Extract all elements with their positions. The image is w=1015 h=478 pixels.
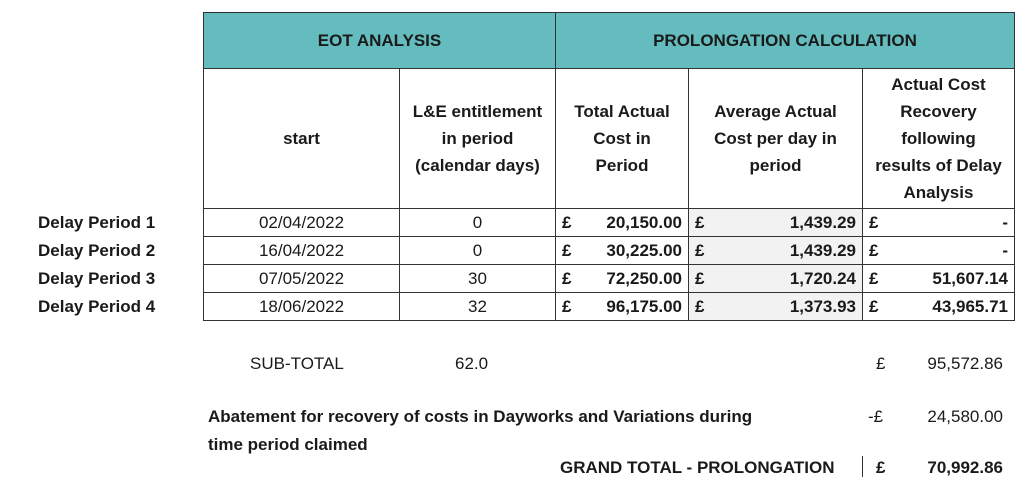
days-cell: 32 xyxy=(399,292,556,321)
recovery-value: - xyxy=(1002,240,1008,260)
average-cost-value: 1,720.24 xyxy=(789,268,856,288)
recovery-cell: £ - xyxy=(862,208,1015,237)
col-header-line: Actual Cost xyxy=(891,75,986,94)
col-header-line: Cost per day in xyxy=(714,129,837,148)
grand-total-divider xyxy=(862,456,863,477)
start-date-cell: 02/04/2022 xyxy=(203,208,400,237)
currency-symbol: £ xyxy=(562,240,572,260)
col-header-line: following xyxy=(901,129,976,148)
subtotal-currency: £ xyxy=(876,354,886,373)
currency-symbol: £ xyxy=(562,296,572,316)
col-header-line: results of Delay xyxy=(875,156,1002,175)
eot-analysis-title: EOT ANALYSIS xyxy=(317,30,442,50)
col-header-total-cost: Total Actual Cost in Period xyxy=(555,68,689,209)
total-cost-cell: £ 30,225.00 xyxy=(555,236,689,265)
recovery-value: 43,965.71 xyxy=(932,296,1008,316)
start-date-cell: 07/05/2022 xyxy=(203,264,400,293)
subtotal-label: SUB-TOTAL xyxy=(250,354,344,373)
days-cell: 30 xyxy=(399,264,556,293)
abatement-text-line1: Abatement for recovery of costs in Daywo… xyxy=(208,407,753,426)
recovery-value: - xyxy=(1002,212,1008,232)
currency-symbol: £ xyxy=(869,268,879,288)
subtotal-days: 62.0 xyxy=(455,354,489,373)
col-header-line: (calendar days) xyxy=(415,156,540,175)
col-header-entitlement: L&E entitlement in period (calendar days… xyxy=(399,68,556,209)
row-label: Delay Period 3 xyxy=(38,269,156,288)
abatement-value: 24,580.00 xyxy=(927,407,1003,426)
total-cost-value: 20,150.00 xyxy=(606,212,682,232)
average-cost-cell: £ 1,439.29 xyxy=(688,208,863,237)
average-cost-cell: £ 1,373.93 xyxy=(688,292,863,321)
days-cell: 0 xyxy=(399,236,556,265)
currency-symbol: £ xyxy=(869,212,879,232)
row-label: Delay Period 2 xyxy=(38,241,156,260)
subtotal-value: 95,572.86 xyxy=(927,354,1003,373)
start-date-cell: 16/04/2022 xyxy=(203,236,400,265)
col-header-line: start xyxy=(283,129,320,148)
abatement-text-line2: time period claimed xyxy=(208,435,368,454)
currency-symbol: £ xyxy=(695,212,705,232)
eot-analysis-header: EOT ANALYSIS xyxy=(203,12,556,69)
start-date-cell: 18/06/2022 xyxy=(203,292,400,321)
currency-symbol: £ xyxy=(869,296,879,316)
col-header-line: period xyxy=(749,156,802,175)
average-cost-cell: £ 1,439.29 xyxy=(688,236,863,265)
recovery-value: 51,607.14 xyxy=(932,268,1008,288)
col-header-line: Analysis xyxy=(903,183,974,202)
col-header-recovery: Actual Cost Recovery following results o… xyxy=(862,68,1015,209)
col-header-line: Total Actual xyxy=(574,102,670,121)
currency-symbol: £ xyxy=(695,240,705,260)
col-header-line: Recovery xyxy=(900,102,977,121)
col-header-start: start xyxy=(203,68,400,209)
grand-total-value: 70,992.86 xyxy=(927,458,1003,477)
currency-symbol: £ xyxy=(562,268,572,288)
col-header-line: in period xyxy=(441,129,514,148)
currency-symbol: £ xyxy=(695,296,705,316)
recovery-cell: £ - xyxy=(862,236,1015,265)
average-cost-value: 1,373.93 xyxy=(789,296,856,316)
prolongation-title: PROLONGATION CALCULATION xyxy=(653,30,917,50)
total-cost-cell: £ 72,250.00 xyxy=(555,264,689,293)
total-cost-value: 30,225.00 xyxy=(606,240,682,260)
abatement-currency: -£ xyxy=(868,407,884,426)
prolongation-header: PROLONGATION CALCULATION xyxy=(555,12,1015,69)
col-header-line: L&E entitlement xyxy=(412,102,543,121)
days-cell: 0 xyxy=(399,208,556,237)
currency-symbol: £ xyxy=(562,212,572,232)
col-header-line: Period xyxy=(595,156,649,175)
average-cost-value: 1,439.29 xyxy=(789,212,856,232)
currency-symbol: £ xyxy=(869,240,879,260)
grand-total-label: GRAND TOTAL - PROLONGATION xyxy=(560,458,835,477)
total-cost-cell: £ 96,175.00 xyxy=(555,292,689,321)
total-cost-value: 96,175.00 xyxy=(606,296,682,316)
average-cost-value: 1,439.29 xyxy=(789,240,856,260)
col-header-line: Cost in xyxy=(593,129,651,148)
col-header-line: Average Actual xyxy=(714,102,837,121)
recovery-cell: £ 51,607.14 xyxy=(862,264,1015,293)
row-label: Delay Period 4 xyxy=(38,297,156,316)
currency-symbol: £ xyxy=(695,268,705,288)
average-cost-cell: £ 1,720.24 xyxy=(688,264,863,293)
recovery-cell: £ 43,965.71 xyxy=(862,292,1015,321)
total-cost-value: 72,250.00 xyxy=(606,268,682,288)
col-header-average-cost: Average Actual Cost per day in period xyxy=(688,68,863,209)
grand-total-currency: £ xyxy=(876,458,886,477)
row-label: Delay Period 1 xyxy=(38,213,156,232)
total-cost-cell: £ 20,150.00 xyxy=(555,208,689,237)
